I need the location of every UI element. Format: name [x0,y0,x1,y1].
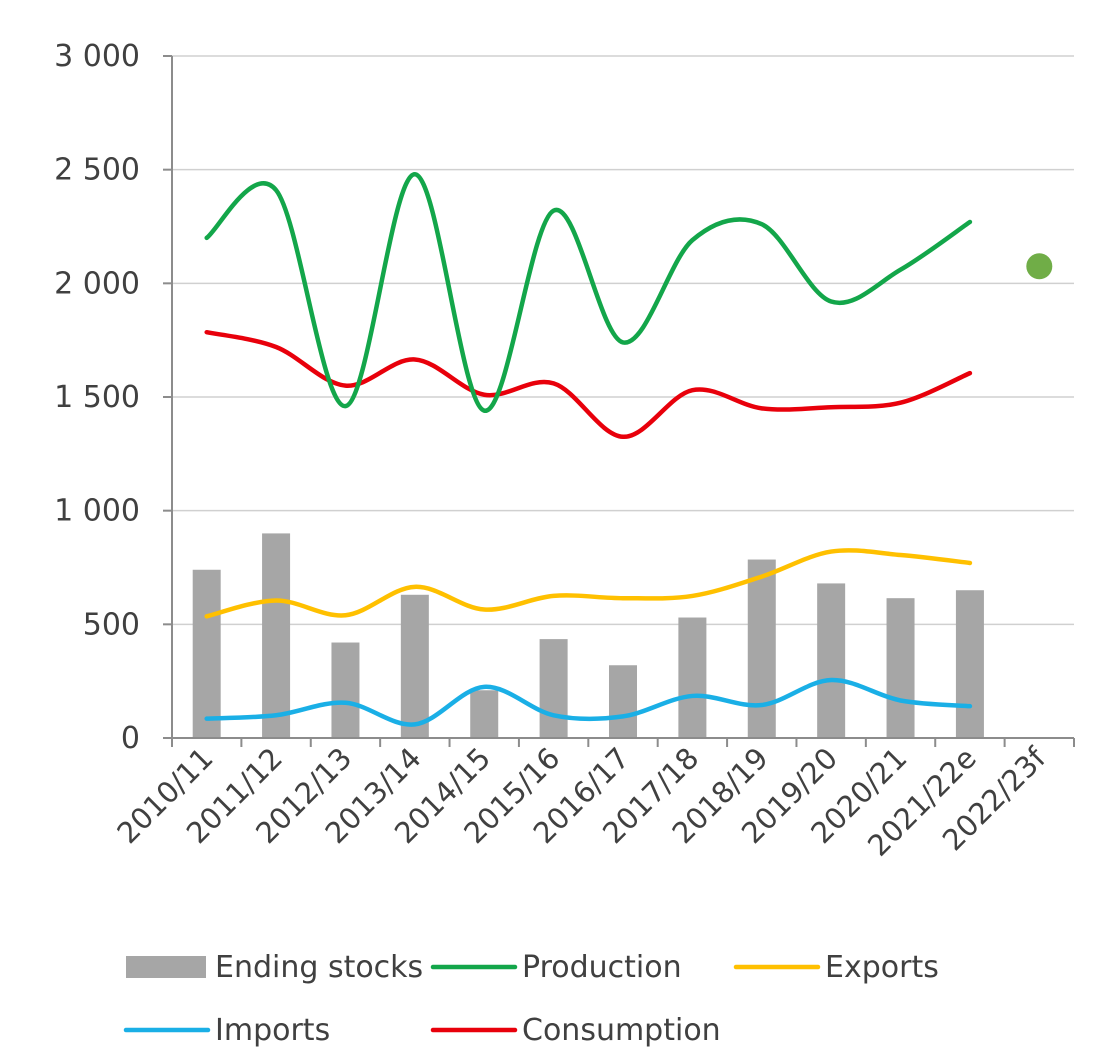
y-tick-label: 0 [121,721,140,756]
line-exports [204,548,973,619]
legend-label-ending-stocks: Ending stocks [215,950,423,985]
legend-label-consumption: Consumption [522,1013,721,1048]
bar-ending-stocks [747,559,776,738]
bar-ending-stocks [192,569,221,738]
bar-ending-stocks [331,642,360,738]
y-tick-label: 3 000 [54,39,140,74]
bar-ending-stocks [886,598,915,738]
line-production [204,171,973,413]
legend-swatch-ending-stocks [126,956,206,978]
legend-label-imports: Imports [215,1013,330,1048]
y-tick-label: 1 500 [54,380,140,415]
bar-ending-stocks [955,590,984,738]
legend-label-production: Production [522,950,682,985]
line-imports [204,677,973,727]
forecast-point [1026,253,1053,280]
line-consumption [204,329,973,440]
y-tick-label: 2 500 [54,153,140,188]
bar-ending-stocks [678,617,707,738]
legend: Ending stocks Production Exports Imports Con… [123,950,939,1048]
bar-ending-stocks [400,594,429,738]
bar-ending-stocks [262,533,291,738]
bar-ending-stocks [539,639,568,738]
y-tick-label: 2 000 [54,266,140,301]
bar-ending-stocks [609,665,637,738]
series-lines [204,171,1053,727]
bars [192,533,984,738]
y-tick-label: 1 000 [54,494,140,529]
gridlines [172,55,1074,626]
y-tick-label: 500 [83,607,140,642]
bar-ending-stocks [817,583,846,738]
bar-ending-stocks [470,690,499,738]
legend-label-exports: Exports [825,950,939,985]
